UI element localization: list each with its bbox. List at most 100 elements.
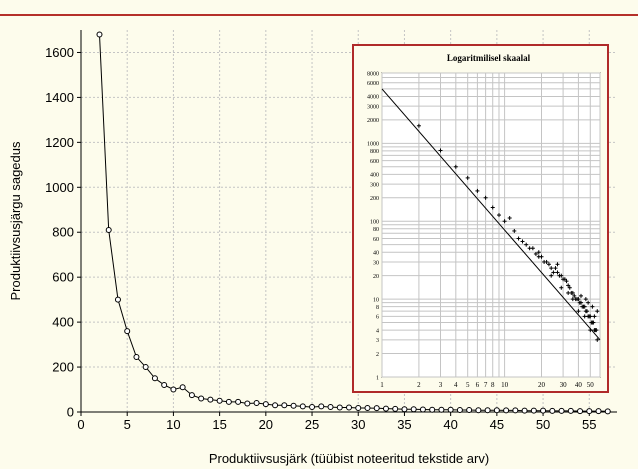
main-data-point: [521, 407, 528, 414]
inset-data-point: [588, 328, 593, 333]
main-x-tick-label: 55: [582, 417, 596, 432]
inset-data-point: [572, 293, 577, 298]
main-data-point: [586, 408, 593, 415]
main-x-tick-label: 5: [124, 417, 131, 432]
inset-data-point: [576, 297, 581, 302]
inset-data-point: [496, 213, 501, 218]
main-data-point: [235, 398, 242, 405]
main-data-point: [382, 405, 389, 412]
inset-data-point: [570, 290, 575, 295]
main-data-point: [475, 407, 482, 414]
main-data-point: [309, 404, 316, 411]
inset-data-point: [588, 314, 593, 319]
inset-data-point: [549, 273, 554, 278]
inset-data-point: [520, 239, 525, 244]
inset-y-tick-label: 30: [373, 260, 379, 266]
main-data-point: [96, 31, 103, 38]
main-y-tick-label: 1400: [45, 90, 74, 105]
main-data-point: [262, 401, 269, 408]
main-data-point: [438, 406, 445, 413]
main-data-point: [290, 402, 297, 409]
inset-y-tick-label: 800: [370, 149, 379, 155]
inset-points: [416, 123, 600, 342]
main-data-point: [336, 404, 343, 411]
main-x-tick-label: 10: [166, 417, 180, 432]
inset-y-tick-label: 20: [373, 274, 379, 280]
main-x-tick-label: 50: [536, 417, 550, 432]
inset-y-tick-label: 300: [370, 182, 379, 188]
inset-data-point: [546, 262, 551, 267]
inset-data-point: [555, 262, 560, 267]
main-x-tick-label: 40: [443, 417, 457, 432]
main-data-point: [244, 400, 251, 407]
inset-data-point: [595, 337, 600, 342]
main-data-point: [447, 406, 454, 413]
main-data-point: [512, 407, 519, 414]
main-data-point: [540, 407, 547, 414]
main-x-tick-label: 30: [351, 417, 365, 432]
inset-data-point: [490, 205, 495, 210]
main-data-point: [419, 406, 426, 413]
inset-data-point: [570, 297, 575, 302]
inset-data-point: [579, 293, 584, 298]
main-data-point: [225, 398, 232, 405]
main-data-point: [142, 364, 149, 371]
inset-y-tick-label: 4000: [367, 95, 379, 101]
main-grid: [81, 30, 617, 412]
main-y-tick-label: 1000: [45, 180, 74, 195]
inset-y-tick-label: 8: [376, 305, 379, 311]
main-data-point: [133, 353, 140, 360]
inset-y-tick-label: 6000: [367, 81, 379, 87]
inset-data-point: [590, 304, 595, 309]
inset-data-point: [438, 148, 443, 153]
inset-data-point: [551, 270, 556, 275]
main-data-point: [466, 406, 473, 413]
main-data-point: [373, 405, 380, 412]
main-data-point: [318, 403, 325, 410]
main-series-markers: [96, 31, 611, 415]
main-data-point: [604, 408, 611, 415]
main-data-point: [401, 406, 408, 413]
inset-x-tick-label: 1: [380, 381, 384, 389]
main-data-point: [503, 407, 510, 414]
inset-x-tick-label: 40: [575, 381, 583, 389]
main-data-point: [161, 382, 168, 389]
main-data-point: [170, 386, 177, 393]
inset-data-point: [465, 175, 470, 180]
inset-data-point: [524, 242, 529, 247]
inset-data-point: [502, 219, 507, 224]
main-data-point: [216, 397, 223, 404]
main-data-point: [124, 328, 131, 335]
main-data-point: [253, 400, 260, 407]
inset-data-point: [559, 273, 564, 278]
inset-data-point: [536, 250, 541, 255]
inset-y-tick-label: 4: [376, 328, 379, 334]
main-y-axis-label: Produktiivsusjärgu sagedus: [8, 141, 23, 300]
main-data-point: [493, 407, 500, 414]
inset-y-tick-label: 6: [376, 315, 379, 321]
inset-data-point: [567, 285, 572, 290]
main-x-axis-label: Produktiivsusjärk (tüübist noteeritud te…: [209, 451, 489, 466]
main-data-point: [355, 404, 362, 411]
main-x-tick-label: 20: [259, 417, 273, 432]
inset-data-point: [536, 254, 541, 259]
main-data-point: [558, 407, 565, 414]
main-data-point: [549, 407, 556, 414]
inset-data-point: [544, 259, 549, 264]
inset-data-point: [582, 304, 587, 309]
main-y-tick-label: 600: [52, 270, 74, 285]
inset-y-tick-label: 80: [373, 227, 379, 233]
main-data-point: [456, 406, 463, 413]
main-x-tick-label: 35: [397, 417, 411, 432]
inset-data-point: [591, 320, 596, 325]
inset-x-tick-label: 4: [454, 381, 458, 389]
main-y-tick-label: 1600: [45, 45, 74, 60]
main-x-tick-label: 15: [212, 417, 226, 432]
inset-x-tick-label: 5: [466, 381, 470, 389]
inset-y-tick-label: 40: [373, 251, 379, 257]
main-data-point: [484, 407, 491, 414]
main-x-tick-label: 0: [77, 417, 84, 432]
inset-data-point: [594, 328, 599, 333]
